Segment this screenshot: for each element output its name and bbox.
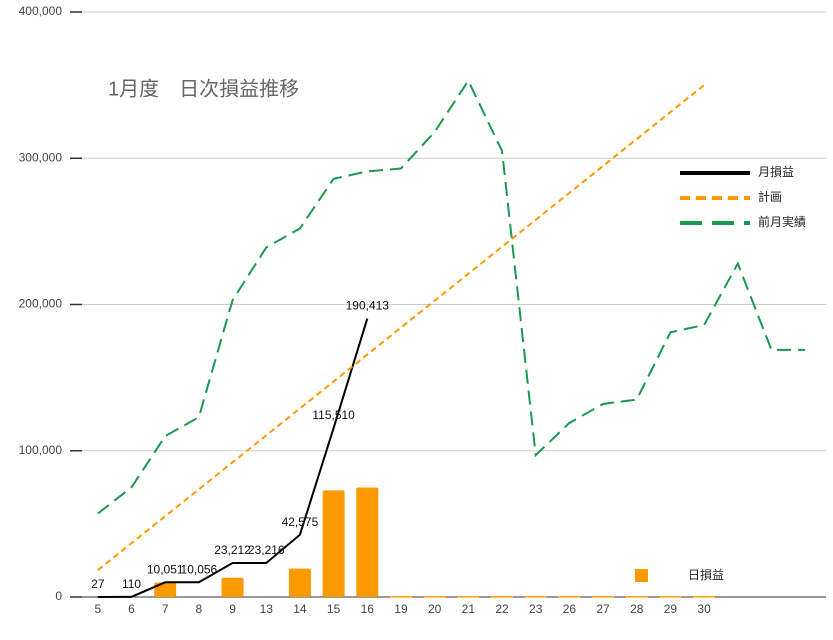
bar bbox=[693, 596, 715, 598]
bar bbox=[222, 578, 244, 597]
x-tick-label: 6 bbox=[128, 602, 135, 616]
data-label: 110 bbox=[122, 577, 141, 591]
x-tick-label: 30 bbox=[697, 602, 711, 616]
legend-label: 計画 bbox=[758, 189, 782, 204]
bar bbox=[390, 596, 412, 598]
x-tick-label: 22 bbox=[495, 602, 509, 616]
y-tick-label: 100,000 bbox=[19, 443, 63, 457]
x-tick-label: 9 bbox=[229, 602, 236, 616]
bar bbox=[592, 596, 614, 598]
x-tick-label: 29 bbox=[664, 602, 678, 616]
y-tick-label: 0 bbox=[55, 589, 62, 603]
x-tick-label: 20 bbox=[428, 602, 442, 616]
bar bbox=[558, 596, 580, 598]
data-label: 10,056 bbox=[181, 562, 218, 576]
data-label: 115,510 bbox=[312, 408, 355, 422]
bar bbox=[626, 596, 648, 598]
y-tick-label: 200,000 bbox=[19, 297, 63, 311]
x-tick-label: 21 bbox=[462, 602, 476, 616]
legend-label: 月損益 bbox=[758, 164, 794, 179]
x-tick-label: 13 bbox=[260, 602, 274, 616]
y-tick-label: 300,000 bbox=[19, 150, 63, 164]
y-tick-label: 400,000 bbox=[19, 4, 63, 18]
x-tick-label: 7 bbox=[162, 602, 169, 616]
bar bbox=[356, 487, 378, 597]
bar bbox=[491, 596, 513, 598]
chart-title: 1月度 日次損益推移 bbox=[108, 77, 299, 100]
bar bbox=[424, 596, 446, 598]
legend-label: 日損益 bbox=[688, 567, 724, 582]
legend-swatch bbox=[635, 569, 648, 582]
x-tick-label: 28 bbox=[630, 602, 644, 616]
legend-label: 前月実績 bbox=[758, 214, 806, 229]
x-tick-label: 27 bbox=[596, 602, 610, 616]
x-tick-label: 8 bbox=[196, 602, 203, 616]
data-label: 190,413 bbox=[346, 299, 390, 313]
bar bbox=[525, 596, 547, 598]
data-label: 23,216 bbox=[248, 543, 285, 557]
bar bbox=[659, 596, 681, 598]
x-tick-label: 19 bbox=[394, 602, 408, 616]
x-tick-label: 5 bbox=[94, 602, 101, 616]
data-label: 27 bbox=[91, 577, 105, 591]
data-label: 42,575 bbox=[282, 515, 319, 529]
data-label: 10,051 bbox=[147, 562, 184, 576]
x-tick-label: 16 bbox=[361, 602, 375, 616]
x-tick-label: 14 bbox=[293, 602, 307, 616]
bar bbox=[457, 596, 479, 598]
data-label: 23,212 bbox=[214, 543, 251, 557]
x-tick-label: 15 bbox=[327, 602, 341, 616]
x-tick-label: 26 bbox=[563, 602, 577, 616]
line-series bbox=[98, 81, 805, 514]
bar bbox=[323, 490, 345, 597]
x-tick-label: 23 bbox=[529, 602, 543, 616]
bar bbox=[289, 569, 311, 597]
